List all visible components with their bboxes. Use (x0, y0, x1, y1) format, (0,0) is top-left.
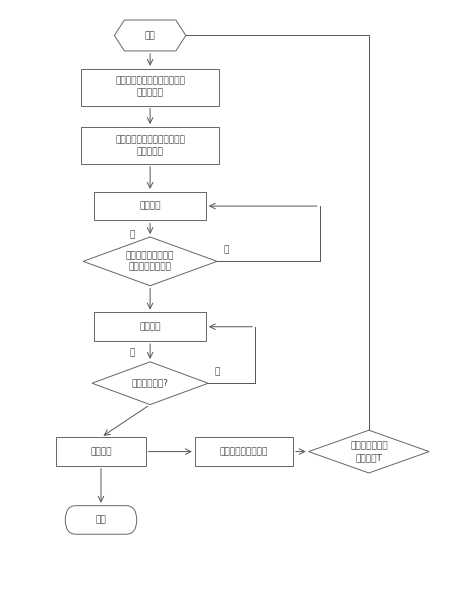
Text: 网络重构: 网络重构 (139, 322, 161, 331)
Text: 是: 是 (223, 245, 228, 254)
FancyBboxPatch shape (194, 437, 292, 466)
Text: 终端用户随机选择接入网络进
行服务请求: 终端用户随机选择接入网络进 行服务请求 (115, 77, 184, 98)
Text: 网络频谱管理器获得定价函数
与报酬函数: 网络频谱管理器获得定价函数 与报酬函数 (115, 135, 184, 156)
Polygon shape (92, 362, 207, 404)
Text: 用户当前的报酬是否
小于群体平均报酬: 用户当前的报酬是否 小于群体平均报酬 (126, 251, 174, 272)
FancyBboxPatch shape (65, 506, 136, 534)
Text: 计时器计算时间
间隔等于T: 计时器计算时间 间隔等于T (349, 441, 387, 462)
Text: 网络重构完成?: 网络重构完成? (131, 379, 168, 388)
Text: 计时器清零开始计时: 计时器清零开始计时 (219, 447, 267, 456)
Text: 否: 否 (214, 367, 219, 376)
Text: 结束: 结束 (96, 515, 106, 524)
FancyBboxPatch shape (81, 69, 219, 106)
Text: 是: 是 (129, 349, 135, 358)
Text: 群体进化: 群体进化 (139, 202, 161, 211)
FancyBboxPatch shape (94, 192, 206, 220)
FancyBboxPatch shape (81, 127, 219, 164)
Text: 开始: 开始 (144, 31, 155, 40)
Polygon shape (114, 20, 185, 51)
Text: 通信过程: 通信过程 (90, 447, 111, 456)
FancyBboxPatch shape (94, 313, 206, 341)
Text: 否: 否 (129, 231, 135, 240)
Polygon shape (308, 430, 428, 473)
Polygon shape (83, 237, 216, 286)
FancyBboxPatch shape (56, 437, 145, 466)
